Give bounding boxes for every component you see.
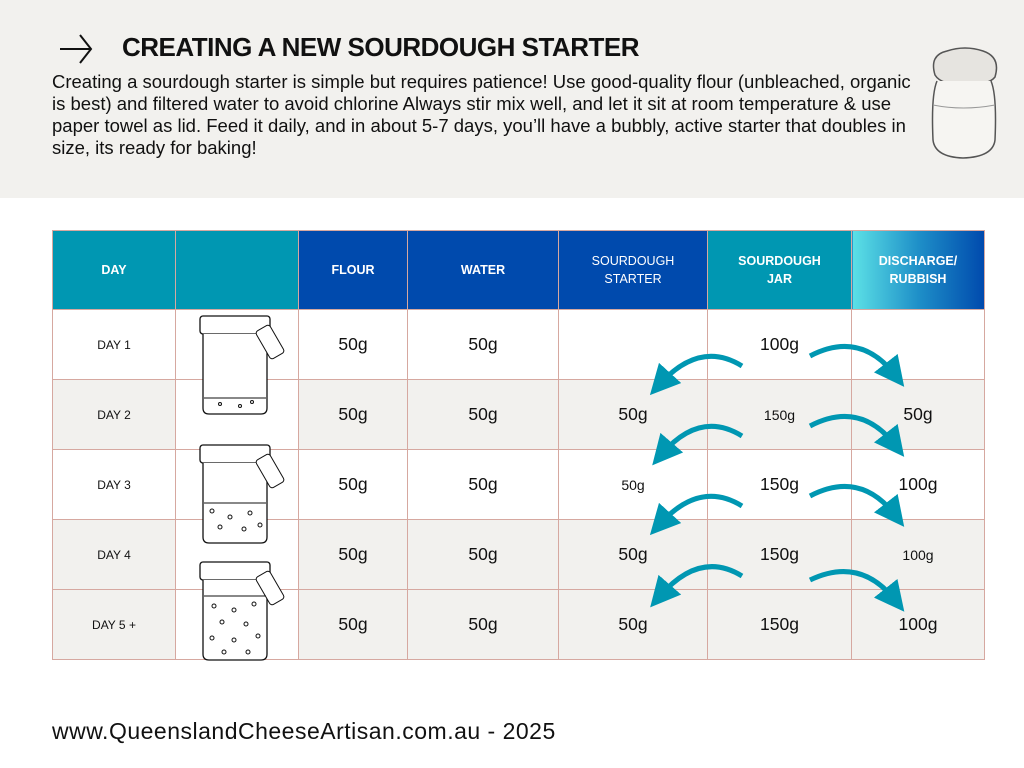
image-cell (175, 589, 299, 660)
jar-illustration-icon (931, 47, 998, 159)
flour-cell: 50g (298, 449, 408, 520)
feeding-schedule-table: DAY FLOUR WATER SOURDOUGH STARTER SOURDO… (52, 230, 985, 660)
starter-cell: 50g (558, 379, 708, 450)
day-cell: DAY 1 (52, 309, 176, 380)
flour-cell: 50g (298, 309, 408, 380)
water-cell: 50g (407, 449, 559, 520)
flour-cell: 50g (298, 379, 408, 450)
page-title: CREATING A NEW SOURDOUGH STARTER (122, 32, 640, 62)
header-sourdough-starter: SOURDOUGH STARTER (558, 230, 708, 310)
flour-cell: 50g (298, 519, 408, 590)
header-sourdough-jar: SOURDOUGH JAR (707, 230, 852, 310)
image-cell (175, 379, 299, 450)
header-day: DAY (52, 230, 176, 310)
starter-cell (558, 309, 708, 380)
header-discharge: DISCHARGE/ RUBBISH (851, 230, 985, 310)
table-row: DAY 3 50g 50g 50g 150g 100g (52, 449, 985, 520)
image-cell (175, 449, 299, 520)
discharge-cell: 100g (851, 449, 985, 520)
day-cell: DAY 3 (52, 449, 176, 520)
header-discharge-label: DISCHARGE/ RUBBISH (878, 254, 958, 286)
header-sourdough-jar-label: SOURDOUGH JAR (738, 254, 821, 286)
table-row: DAY 4 50g 50g 50g 150g 100g (52, 519, 985, 590)
header-flour: FLOUR (298, 230, 408, 310)
discharge-cell: 100g (851, 589, 985, 660)
water-cell: 50g (407, 519, 559, 590)
intro-text: Creating a sourdough starter is simple b… (52, 71, 911, 158)
header-sourdough-starter-label: SOURDOUGH STARTER (591, 254, 675, 286)
water-cell: 50g (407, 309, 559, 380)
flour-cell: 50g (298, 589, 408, 660)
arrow-right-icon (60, 34, 93, 64)
image-cell (175, 519, 299, 590)
table-row: DAY 5 + 50g 50g 50g 150g 100g (52, 589, 985, 660)
table-row: DAY 1 50g 50g 100g (52, 309, 985, 380)
starter-cell: 50g (558, 589, 708, 660)
header-water: WATER (407, 230, 559, 310)
header-panel (0, 0, 1024, 198)
discharge-cell (851, 309, 985, 380)
day-cell: DAY 2 (52, 379, 176, 450)
day-cell: DAY 4 (52, 519, 176, 590)
day-cell: DAY 5 + (52, 589, 176, 660)
jar-cell: 100g (707, 309, 852, 380)
water-cell: 50g (407, 379, 559, 450)
water-cell: 50g (407, 589, 559, 660)
discharge-cell: 50g (851, 379, 985, 450)
header-image (175, 230, 299, 310)
starter-cell: 50g (558, 519, 708, 590)
jar-cell: 150g (707, 519, 852, 590)
image-cell (175, 309, 299, 380)
footer-website: www.QueenslandCheeseArtisan.com.au - 202… (52, 718, 556, 744)
table-header-row: DAY FLOUR WATER SOURDOUGH STARTER SOURDO… (52, 230, 985, 310)
table-row: DAY 2 50g 50g 50g 150g 50g (52, 379, 985, 450)
jar-cell: 150g (707, 589, 852, 660)
discharge-cell: 100g (851, 519, 985, 590)
jar-cell: 150g (707, 379, 852, 450)
jar-cell: 150g (707, 449, 852, 520)
starter-cell: 50g (558, 449, 708, 520)
